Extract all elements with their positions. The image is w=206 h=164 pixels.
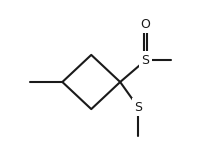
Text: S: S [134, 101, 142, 114]
Text: S: S [142, 54, 150, 67]
Text: O: O [140, 18, 150, 31]
